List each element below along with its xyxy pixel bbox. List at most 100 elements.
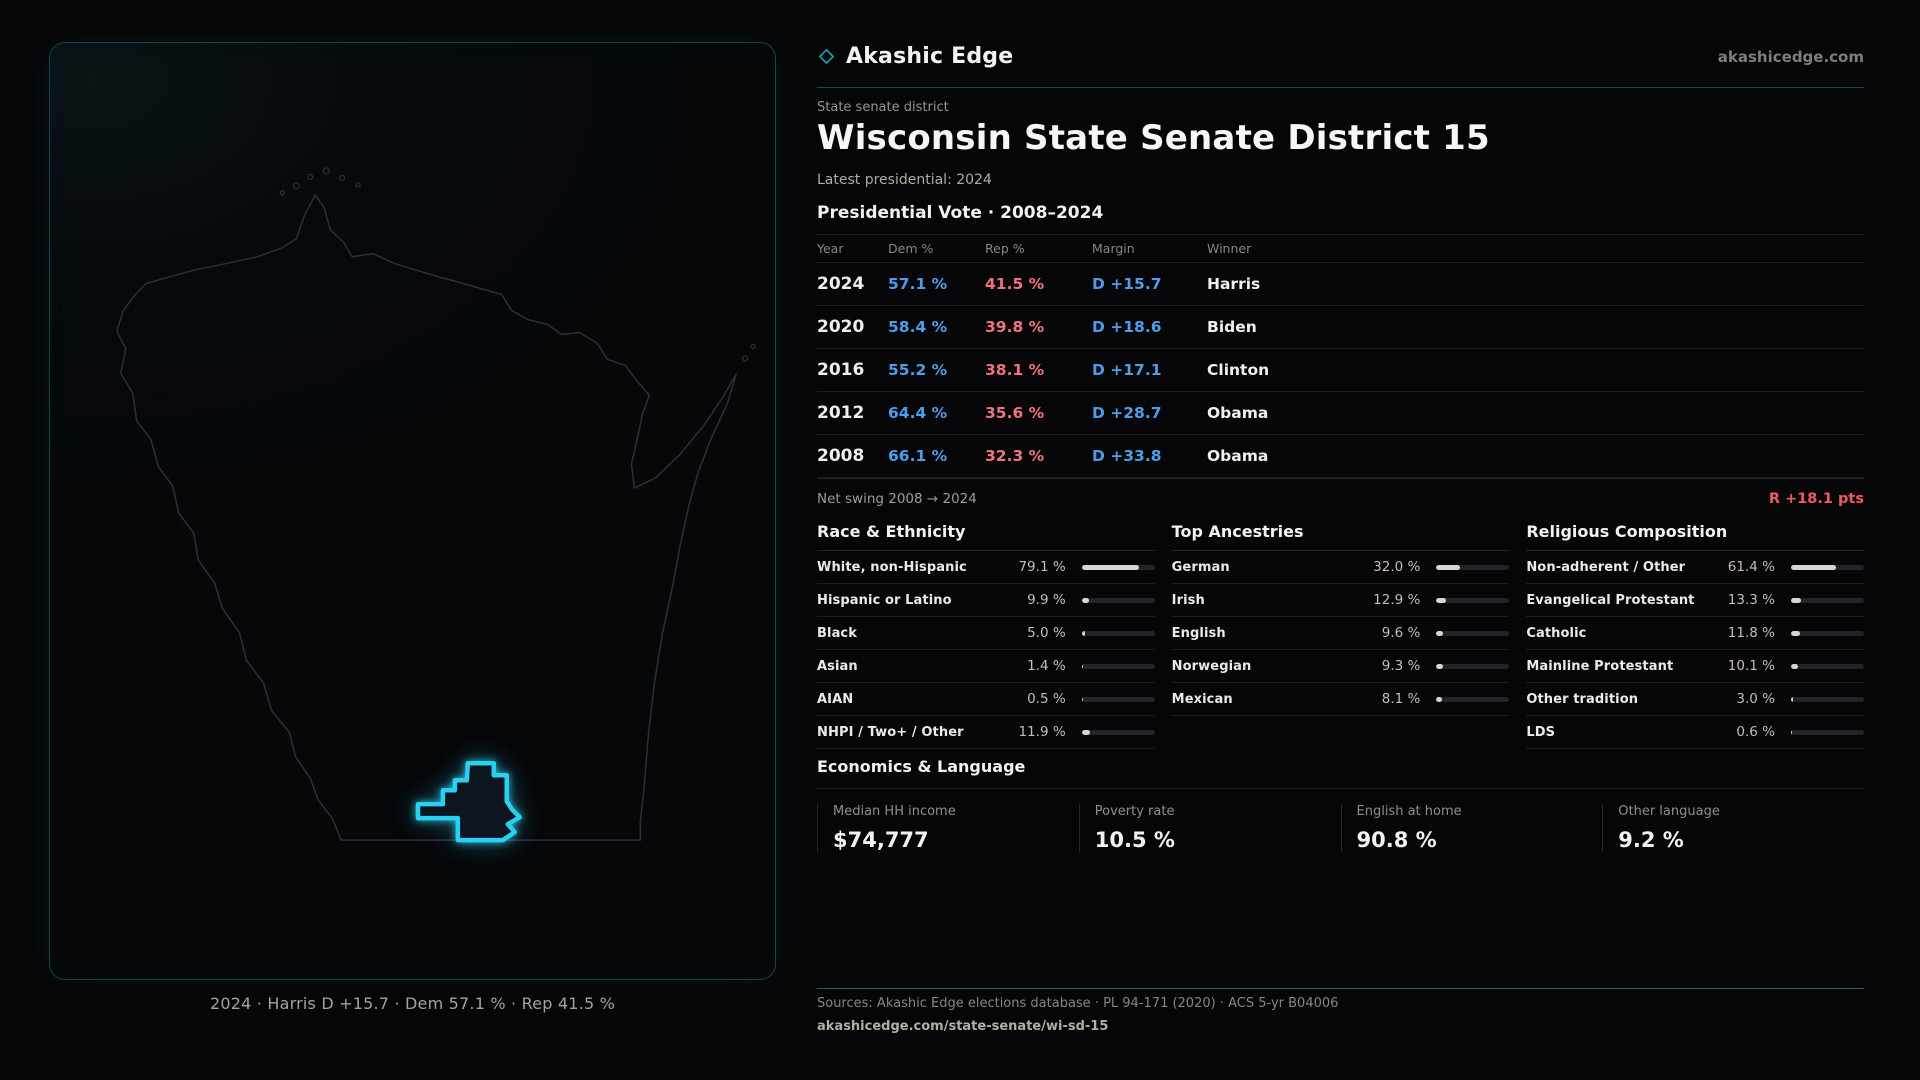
brand-domain-link[interactable]: akashicedge.com bbox=[1717, 47, 1864, 66]
presidential-vote-table: Year Dem % Rep % Margin Winner 2024 57.1 % 41.… bbox=[817, 234, 1864, 478]
demographics-label: White, non-Hispanic bbox=[817, 559, 967, 575]
economics-grid: Median HH income $74,777 Poverty rate 10.5 … bbox=[817, 804, 1864, 852]
economics-stat: English at home 90.8 % bbox=[1340, 804, 1603, 852]
latest-presidential-label: Latest presidential: 2024 bbox=[817, 172, 992, 188]
demographics-label: Mexican bbox=[1171, 691, 1233, 707]
demographics-value: 1.4 % bbox=[1027, 658, 1066, 674]
demographics-group-title: Top Ancestries bbox=[1171, 522, 1510, 551]
footer-permalink[interactable]: akashicedge.com/state-senate/wi-sd-15 bbox=[817, 1019, 1109, 1034]
district-map-card bbox=[49, 42, 776, 980]
wisconsin-map bbox=[116, 167, 756, 843]
vote-cell-rep: 35.6 % bbox=[985, 404, 1045, 422]
vote-col-header: Dem % bbox=[888, 241, 934, 256]
economics-stat-value: 9.2 % bbox=[1618, 828, 1684, 852]
demographics-bar bbox=[1436, 597, 1510, 603]
vote-cell-margin: D +18.6 bbox=[1092, 318, 1162, 336]
demographics-group-title: Religious Composition bbox=[1526, 522, 1864, 551]
economics-stat-value: $74,777 bbox=[833, 828, 929, 852]
vote-col-header: Margin bbox=[1092, 241, 1135, 256]
demographics-bar-fill bbox=[1081, 729, 1091, 735]
kicker-label: State senate district bbox=[817, 100, 949, 115]
vote-cell-dem: 64.4 % bbox=[888, 404, 948, 422]
demographics-row: German 32.0 % bbox=[1171, 551, 1510, 584]
economics-stat-value: 10.5 % bbox=[1094, 828, 1175, 852]
vote-cell-winner: Obama bbox=[1207, 447, 1269, 465]
demographics-bar-fill bbox=[1436, 696, 1443, 702]
demographics-bar-fill bbox=[1790, 630, 1800, 636]
demographics-bar bbox=[1790, 729, 1864, 735]
vote-cell-year: 2012 bbox=[817, 403, 865, 423]
district-15-shape[interactable] bbox=[415, 761, 522, 843]
demographics-value: 10.1 % bbox=[1727, 658, 1775, 674]
demographics-bar-fill bbox=[1436, 564, 1460, 570]
economics-stat: Median HH income $74,777 bbox=[817, 804, 1079, 852]
demographics-value: 13.3 % bbox=[1727, 592, 1775, 608]
sources-text: Sources: Akashic Edge elections database… bbox=[817, 996, 1339, 1011]
detail-panel: Akashic Edge akashicedge.com State senat… bbox=[817, 0, 1864, 1080]
demographics-label: Asian bbox=[817, 658, 858, 674]
demographics-value: 11.8 % bbox=[1727, 625, 1775, 641]
demographics-row: Mexican 8.1 % bbox=[1171, 683, 1510, 716]
demographics-group: Religious Composition Non-adherent / Othe… bbox=[1526, 522, 1864, 749]
demographics-label: NHPI / Two+ / Other bbox=[817, 724, 964, 740]
demographics-label: German bbox=[1171, 559, 1230, 575]
brand-row: Akashic Edge akashicedge.com bbox=[817, 44, 1864, 69]
vote-cell-dem: 57.1 % bbox=[888, 275, 948, 293]
demographics-bar bbox=[1790, 696, 1864, 702]
demographics-label: Evangelical Protestant bbox=[1526, 592, 1695, 608]
demographics-value: 79.1 % bbox=[1018, 559, 1066, 575]
vote-cell-margin: D +33.8 bbox=[1092, 447, 1162, 465]
economics-stat: Other language 9.2 % bbox=[1602, 804, 1864, 852]
vote-table-row: 2012 64.4 % 35.6 % D +28.7 Obama bbox=[817, 392, 1864, 435]
vote-cell-winner: Obama bbox=[1207, 404, 1269, 422]
demographics-value: 9.9 % bbox=[1027, 592, 1066, 608]
demographics-value: 12.9 % bbox=[1373, 592, 1421, 608]
vote-cell-winner: Biden bbox=[1207, 318, 1257, 336]
demographics-bar bbox=[1790, 564, 1864, 570]
demographics-label: Norwegian bbox=[1171, 658, 1252, 674]
demographics-label: Mainline Protestant bbox=[1526, 658, 1674, 674]
demographics-label: LDS bbox=[1526, 724, 1556, 740]
vote-table-row: 2008 66.1 % 32.3 % D +33.8 Obama bbox=[817, 435, 1864, 478]
brand-name: Akashic Edge bbox=[846, 44, 1014, 69]
net-swing-row: Net swing 2008 → 2024 R +18.1 pts bbox=[817, 478, 1864, 507]
demographics-bar bbox=[1081, 663, 1155, 669]
demographics-bar-fill bbox=[1790, 564, 1836, 570]
economics-stat-label: Other language bbox=[1618, 804, 1720, 819]
demographics-row: Mainline Protestant 10.1 % bbox=[1526, 650, 1864, 683]
demographics-row: AIAN 0.5 % bbox=[817, 683, 1155, 716]
economics-stat-label: English at home bbox=[1356, 804, 1462, 819]
demographics-bar bbox=[1081, 729, 1155, 735]
demographics-value: 9.3 % bbox=[1381, 658, 1421, 674]
economics-stat: Poverty rate 10.5 % bbox=[1078, 804, 1341, 852]
vote-cell-year: 2008 bbox=[817, 446, 865, 466]
demographics-bar bbox=[1436, 663, 1510, 669]
economics-stat-label: Poverty rate bbox=[1094, 804, 1175, 819]
demographics-label: AIAN bbox=[817, 691, 854, 707]
demographics-row: Catholic 11.8 % bbox=[1526, 617, 1864, 650]
demographics-row: Non-adherent / Other 61.4 % bbox=[1526, 551, 1864, 584]
demographics-value: 8.1 % bbox=[1381, 691, 1421, 707]
demographics-bar bbox=[1790, 663, 1864, 669]
demographics-row: Black 5.0 % bbox=[817, 617, 1155, 650]
demographics-bar-fill bbox=[1081, 630, 1086, 636]
demographics-row: Norwegian 9.3 % bbox=[1171, 650, 1510, 683]
state-outline bbox=[116, 194, 737, 841]
demographics-row: NHPI / Two+ / Other 11.9 % bbox=[817, 716, 1155, 749]
vote-cell-margin: D +17.1 bbox=[1092, 361, 1162, 379]
demographics-value: 0.6 % bbox=[1736, 724, 1775, 740]
net-swing-label: Net swing 2008 → 2024 bbox=[817, 491, 977, 507]
demographics-row: Other tradition 3.0 % bbox=[1526, 683, 1864, 716]
vote-cell-margin: D +15.7 bbox=[1092, 275, 1162, 293]
demographics-label: Hispanic or Latino bbox=[817, 592, 952, 608]
demographics-bar bbox=[1436, 696, 1510, 702]
vote-col-header: Year bbox=[817, 241, 844, 256]
vote-table-row: 2024 57.1 % 41.5 % D +15.7 Harris bbox=[817, 263, 1864, 306]
demographics-row: Evangelical Protestant 13.3 % bbox=[1526, 584, 1864, 617]
vote-cell-year: 2016 bbox=[817, 360, 865, 380]
demographics-bar-fill bbox=[1790, 597, 1801, 603]
vote-col-header: Winner bbox=[1207, 241, 1252, 256]
net-swing-value: R +18.1 pts bbox=[1768, 491, 1864, 507]
demographics-bar-fill bbox=[1790, 696, 1794, 702]
vote-table-row: 2020 58.4 % 39.8 % D +18.6 Biden bbox=[817, 306, 1864, 349]
